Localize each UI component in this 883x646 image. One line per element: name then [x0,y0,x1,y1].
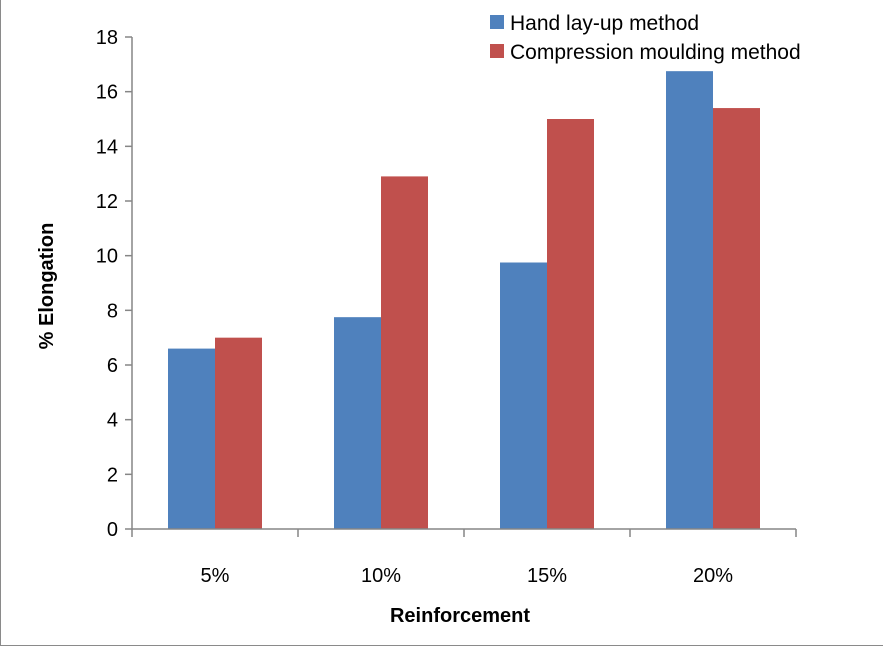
bar-hand-layup-15pct [500,262,547,529]
bar-hand-layup-10pct [334,317,381,529]
bar-hand-layup-5pct [168,348,215,529]
x-axis-ticks: 5% 10% 15% 20% [131,529,797,587]
y-axis-title: % Elongation [36,223,58,350]
y-tick-label: 2 [107,464,118,486]
y-tick-label: 18 [96,27,118,49]
x-tick-label: 10% [361,565,401,587]
bar-compression-5pct [215,337,262,529]
legend-swatch-compression [490,44,504,58]
y-tick-label: 8 [107,300,118,322]
y-axis-ticks: 0 2 4 6 8 10 12 14 16 18 [96,27,132,541]
legend-swatch-hand-layup [490,15,504,29]
legend: Hand lay-up method Compression moulding … [490,12,801,64]
bar-compression-20pct [713,108,760,530]
y-tick-label: 0 [107,519,118,541]
bars-group [168,71,760,530]
y-tick-label: 4 [107,410,118,432]
y-tick-label: 14 [96,136,118,158]
x-tick-label: 20% [693,565,733,587]
bar-compression-10pct [381,176,428,529]
y-tick-label: 6 [107,355,118,377]
y-tick-label: 16 [96,82,118,104]
legend-label-hand-layup: Hand lay-up method [510,12,699,35]
x-tick-label: 15% [527,565,567,587]
x-tick-label: 5% [201,565,230,587]
bar-hand-layup-20pct [666,71,713,530]
y-tick-label: 12 [96,191,118,213]
y-tick-label: 10 [96,246,118,268]
bar-compression-15pct [547,119,594,529]
legend-label-compression: Compression moulding method [510,41,801,64]
x-axis-title: Reinforcement [390,605,530,627]
